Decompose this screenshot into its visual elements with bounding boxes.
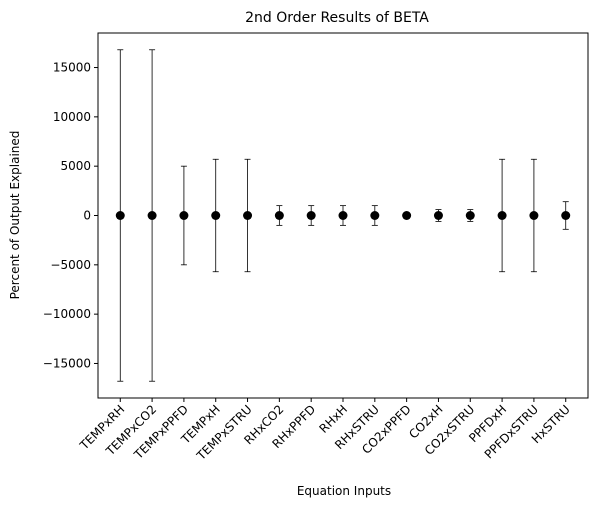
y-tick-label: 15000 <box>53 61 91 75</box>
y-tick-label: 5000 <box>60 159 91 173</box>
data-point <box>147 211 157 220</box>
x-axis-label: Equation Inputs <box>297 484 391 498</box>
data-point <box>370 211 380 220</box>
data-point <box>402 211 412 220</box>
y-axis-label: Percent of Output Explained <box>8 131 22 300</box>
data-points <box>115 211 571 220</box>
data-point <box>179 211 189 220</box>
data-point <box>211 211 221 220</box>
data-point <box>465 211 475 220</box>
data-point <box>529 211 539 220</box>
data-point <box>338 211 348 220</box>
y-axis: −15000 −10000 −5000 0 5000 10000 15000 <box>43 61 98 370</box>
data-point <box>115 211 125 220</box>
y-tick-label: 10000 <box>53 110 91 124</box>
data-point <box>497 211 507 220</box>
chart-title: 2nd Order Results of BETA <box>245 10 429 26</box>
plot-frame <box>97 32 589 399</box>
data-point <box>274 211 284 220</box>
y-tick-label: 0 <box>83 209 91 223</box>
data-point <box>243 211 253 220</box>
data-point <box>433 211 443 220</box>
y-tick-label: −10000 <box>43 307 91 321</box>
x-axis: TEMPxRHTEMPxCO2TEMPxPPFDTEMPxHTEMPxSTRUR… <box>77 398 573 464</box>
y-tick-label: −15000 <box>43 356 91 370</box>
y-tick-label: −5000 <box>50 258 91 272</box>
data-point <box>306 211 316 220</box>
data-point <box>561 211 571 220</box>
